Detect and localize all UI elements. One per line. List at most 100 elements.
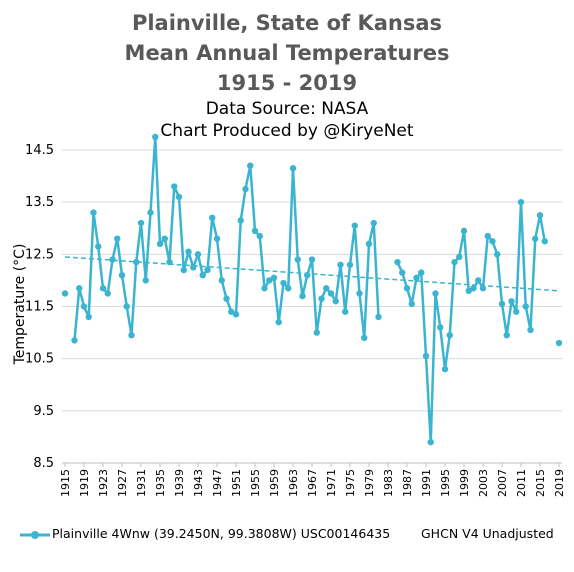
x-tick-label: 1923 [97,469,110,497]
data-point [351,222,358,229]
x-tick-label: 1955 [249,469,262,497]
data-point [90,209,97,216]
chart-subtitle-producer: Chart Produced by @KiryeNet [160,121,414,141]
data-point [280,279,287,287]
data-point [508,298,515,305]
data-point [261,285,268,292]
data-point [109,256,116,263]
data-point [470,285,477,292]
data-point [80,303,88,310]
x-tick-label: 2015 [534,469,547,497]
legend-series-marker [20,531,50,539]
data-point [489,238,496,245]
data-point [175,193,183,201]
data-point [223,295,230,302]
y-tick-label: 13.5 [25,195,54,210]
data-point [71,337,78,344]
x-tick-label: 1975 [344,469,357,497]
data-point [304,272,311,279]
data-point [199,272,206,279]
x-tick-label: 2003 [477,469,490,497]
y-tick-label: 12.5 [25,247,54,262]
data-point [456,253,463,261]
data-point [465,287,472,295]
data-point [209,214,216,222]
data-point [99,285,107,292]
data-point [451,258,458,266]
data-point [513,308,520,315]
data-point [266,277,273,284]
chart-title-line3: 1915 - 2019 [216,71,358,95]
y-tick-label: 10.5 [25,352,54,367]
data-point [399,269,406,276]
data-point [61,290,69,297]
data-point [137,219,145,227]
chart-title-line1: Plainville, State of Kansas [131,11,443,35]
data-point [318,295,325,302]
y-tick-label: 8.5 [33,456,54,471]
data-point [517,198,525,206]
x-tick-label: 1963 [287,469,300,497]
x-tick-label: 2007 [496,469,509,497]
x-tick-label: 1983 [382,469,395,497]
data-point [228,308,235,315]
legend-series-label: Plainville 4Wnw (39.2450N, 99.3808W) USC… [52,526,391,541]
data-point [285,285,292,292]
data-point [123,303,130,310]
x-tick-label: 1931 [135,469,148,497]
chart-title-block: Plainville, State of Kansas Mean Annual … [0,8,574,142]
x-tick-label: 1995 [439,469,452,497]
data-point [256,232,263,240]
x-tick-label: 1959 [268,469,281,497]
data-point [427,438,434,446]
data-point [118,272,126,279]
series-line [396,200,546,444]
legend: Plainville 4Wnw (39.2450N, 99.3808W) USC… [0,524,574,548]
line-chart: 8.5 9.5 10.5 11.5 12.5 13.5 14.5 Temperature (°… [12,133,566,497]
data-point [403,285,411,292]
x-tick-label: 1999 [458,469,471,497]
data-point [171,183,178,190]
data-point [532,235,539,242]
data-point [308,256,316,263]
data-point [356,290,363,297]
data-point [527,326,534,334]
data-point [365,240,373,248]
data-point [147,209,154,216]
data-point [294,256,301,263]
chart-subtitle-source: Data Source: NASA [205,99,369,119]
data-point [418,269,425,276]
data-point [104,290,111,297]
x-tick-label: 1979 [363,469,376,497]
x-tick-label: 1943 [192,469,205,497]
data-point [185,248,192,255]
data-point [361,334,368,341]
y-tick-label: 11.5 [25,300,54,315]
data-point [313,329,320,336]
legend-source-label: GHCN V4 Unadjusted [421,526,554,541]
x-tick-label: 1927 [116,469,129,497]
data-point [76,285,83,292]
data-point [95,243,102,250]
data-point [370,219,377,227]
data-point [346,261,354,268]
data-point [555,339,563,347]
data-point [479,285,487,292]
data-point [275,318,282,326]
x-tick-label: 1951 [230,469,243,497]
data-point [166,258,173,266]
data-point [422,352,430,360]
data-point [204,266,211,274]
data-point [460,227,468,235]
data-point [337,261,344,268]
data-point [342,308,349,315]
data-point [413,274,420,282]
x-tick-label: 1919 [78,469,91,497]
chart-title-line2: Mean Annual Temperatures [124,41,450,65]
x-tick-label: 1935 [154,469,167,497]
data-point [432,290,439,297]
data-point [142,277,149,284]
data-point [394,258,401,266]
data-point [475,277,482,284]
y-axis-label: Temperature (°C) [12,244,28,366]
